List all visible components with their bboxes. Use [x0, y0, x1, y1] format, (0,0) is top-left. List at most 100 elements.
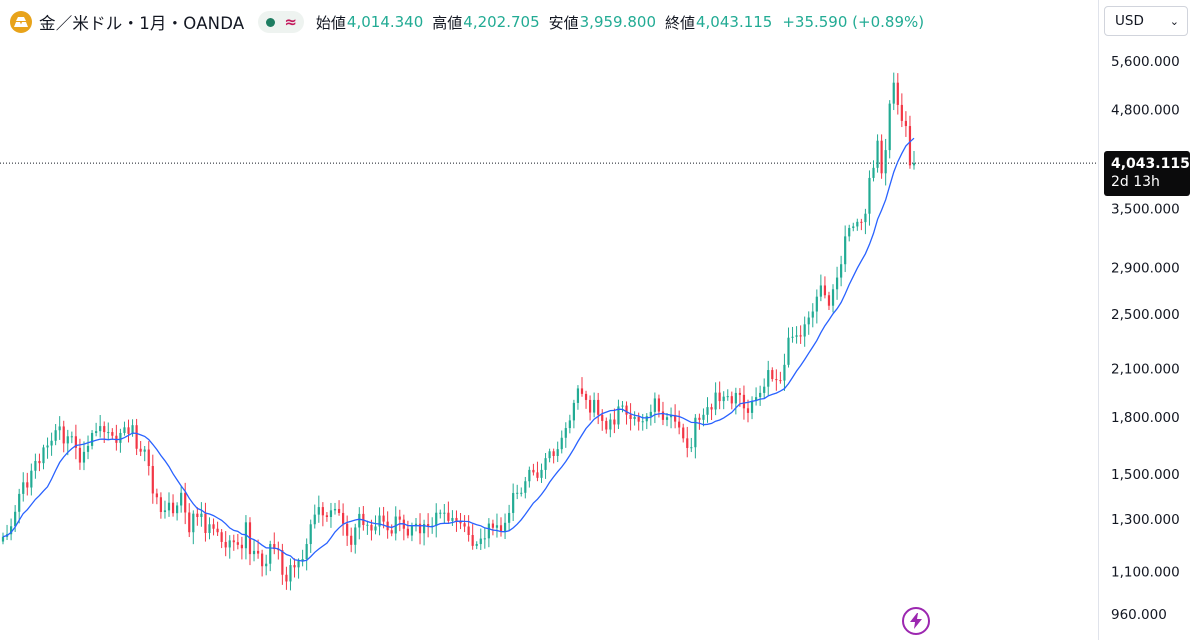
candle-body [269, 544, 272, 564]
candle-body [321, 507, 324, 516]
candle-body [495, 525, 499, 528]
candle-body [435, 512, 438, 526]
candle-body [236, 542, 239, 545]
high-label: 高値 [432, 13, 463, 32]
candle-body [576, 388, 580, 403]
candle-body [325, 515, 329, 518]
candle-body [252, 550, 256, 555]
candle-body [742, 394, 746, 409]
price-tick-label: 2,100.000 [1111, 362, 1180, 378]
candle-body [678, 421, 681, 428]
candle-body [95, 431, 98, 433]
candle-body [823, 285, 827, 296]
candle-body [548, 451, 551, 459]
candle-body [669, 414, 673, 418]
candle-body [111, 432, 114, 436]
candle-body [107, 432, 110, 434]
candle-body [422, 524, 426, 534]
candle-body [471, 535, 474, 546]
candle-body [536, 472, 539, 478]
candle-body [892, 82, 895, 104]
candle-body [844, 236, 847, 265]
candle-body [317, 507, 320, 515]
close-label: 終値 [664, 13, 695, 32]
candle-body [123, 427, 126, 433]
candle-body [147, 449, 150, 467]
candle-body [26, 482, 29, 488]
candle-body [754, 397, 758, 402]
candle-body [180, 492, 183, 506]
candle-body [564, 428, 567, 438]
candle-body [795, 335, 798, 337]
candle-body [645, 416, 648, 422]
candle-body [491, 523, 495, 528]
market-status-pill[interactable]: ≈ [258, 11, 304, 33]
candle-body [382, 515, 385, 522]
candle-body [791, 336, 794, 338]
candle-body [912, 163, 916, 166]
candle-body [649, 411, 652, 417]
price-tick-label: 3,500.000 [1111, 201, 1180, 217]
candle-body [42, 447, 45, 464]
candle-body [196, 513, 199, 518]
candle-body [204, 513, 207, 533]
candle-body [783, 364, 786, 381]
candle-body [661, 411, 665, 420]
candle-body [346, 523, 349, 536]
candle-body [386, 521, 389, 531]
candle-body [682, 427, 685, 439]
candle-body [459, 521, 462, 524]
candle-body [34, 460, 37, 471]
candle-body [524, 481, 527, 493]
price-tick-label: 1,100.000 [1111, 564, 1180, 580]
symbol-title[interactable]: 金／米ドル・1月・OANDA [39, 14, 245, 33]
candle-body [127, 427, 130, 434]
candle-body [58, 426, 61, 431]
candle-body [475, 544, 478, 546]
candle-body [131, 425, 134, 434]
candle-body [730, 396, 733, 404]
lightning-button[interactable] [902, 607, 930, 635]
low-value: 3,959.800 [579, 13, 656, 31]
candle-body [333, 508, 337, 511]
price-tick-label: 1,800.000 [1111, 410, 1180, 426]
candle-body [443, 512, 446, 514]
candle-body [171, 502, 175, 514]
candle-body [653, 398, 656, 412]
candle-body [763, 386, 766, 393]
chart-legend: 金／米ドル・1月・OANDA ≈ 始値 4,014.340 高値 4,202.7… [10, 9, 924, 35]
candle-body [593, 399, 596, 413]
candle-body [771, 370, 774, 380]
candle-body [467, 526, 470, 536]
candle-body [305, 544, 308, 560]
candle-body [625, 405, 628, 415]
price-tick-label: 1,500.000 [1111, 467, 1180, 483]
currency-select[interactable]: USD ⌄ [1104, 6, 1188, 36]
candle-body [657, 398, 661, 412]
candle-body [337, 508, 341, 513]
candle-body [119, 432, 122, 443]
candle-body [135, 425, 138, 449]
candle-body [487, 523, 490, 539]
candle-body [30, 470, 33, 488]
candle-body [74, 436, 77, 448]
candle-body [710, 407, 713, 410]
candle-body [1, 536, 5, 542]
candle-body [483, 538, 486, 540]
candle-body [601, 414, 604, 421]
candle-body [787, 337, 790, 365]
candle-body [560, 437, 563, 450]
candle-body [265, 563, 268, 567]
candle-body [544, 458, 547, 470]
gold-bars-icon [10, 11, 32, 33]
candle-body [641, 421, 644, 423]
current-price-value: 4,043.115 [1111, 156, 1190, 172]
candle-body [281, 550, 284, 575]
candle-body [888, 103, 891, 151]
candle-body [350, 535, 353, 545]
lightning-icon [910, 613, 922, 629]
chevron-down-icon: ⌄ [1169, 14, 1179, 28]
candle-body [208, 524, 211, 533]
candle-body [706, 407, 709, 415]
